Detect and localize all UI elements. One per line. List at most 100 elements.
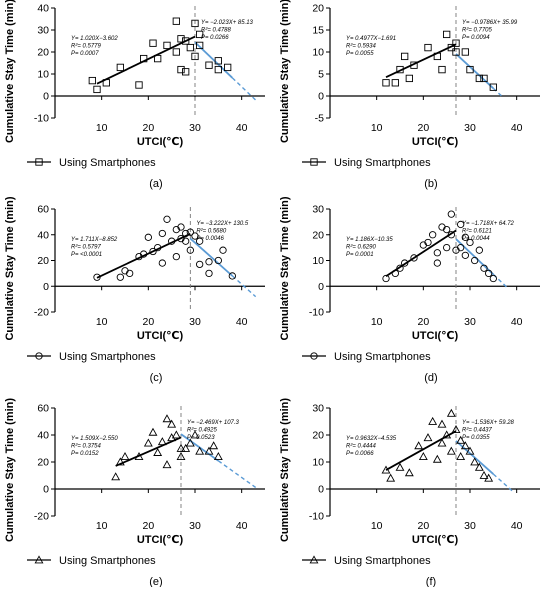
chart-panel-f: -10 0 10 20 30 10 20 30 40 Cumulative Stay Time (… — [279, 398, 540, 588]
data-point — [93, 85, 101, 94]
y-tick-label: 20 — [312, 3, 324, 15]
data-point — [433, 259, 441, 267]
data-point — [480, 264, 488, 272]
data-point — [410, 254, 418, 262]
left-fit-annotation: P= 0.0001 — [346, 252, 374, 258]
data-point — [172, 252, 180, 261]
data-point — [144, 233, 152, 241]
data-point — [172, 17, 180, 25]
left-fit-annotation: Y= 1.020X−3.602 — [71, 36, 118, 42]
x-tick-label: 40 — [236, 122, 248, 134]
y-tick-label: -10 — [34, 113, 49, 125]
chart-panel-b: -5 0 5 10 15 20 10 20 30 40 Cumulative Stay Time (… — [279, 0, 540, 190]
y-tick-label: 15 — [312, 25, 324, 37]
data-point — [195, 446, 205, 455]
data-point — [143, 438, 153, 447]
left-fit-annotation: R²= 0.5779 — [71, 44, 102, 50]
y-tick-label: 20 — [312, 430, 324, 442]
x-axis-title: UTCI(℃) — [412, 330, 459, 342]
data-point — [405, 74, 413, 83]
data-point — [424, 238, 432, 247]
data-point — [126, 269, 134, 278]
y-tick-label: 5 — [318, 69, 324, 81]
x-tick-label: 10 — [371, 316, 383, 328]
data-point — [484, 473, 494, 482]
data-point — [196, 30, 204, 39]
data-point — [186, 43, 194, 52]
y-tick-label: -10 — [309, 307, 324, 319]
right-fit-annotation: P= 0.0094 — [462, 35, 490, 41]
y-tick-label: 20 — [37, 457, 49, 469]
data-point — [186, 228, 194, 236]
x-axis-title: UTCI(℃) — [137, 330, 184, 342]
data-point — [196, 237, 204, 245]
y-tick-label: 20 — [37, 255, 49, 267]
data-point — [457, 220, 465, 229]
data-point — [185, 438, 195, 447]
x-tick-label: 10 — [371, 520, 383, 532]
data-point — [182, 37, 190, 45]
data-point — [182, 68, 190, 76]
data-point — [176, 451, 186, 460]
right-fit-annotation: Y= −2.469X+ 107.3 — [187, 420, 240, 426]
legend-label: Using Smartphones — [334, 351, 431, 363]
chart-panel-d: -10 0 10 20 30 10 20 30 40 Cumulative Stay Time (… — [279, 196, 540, 384]
y-axis-title: Cumulative Stay Time (min) — [4, 196, 16, 340]
x-axis-title: UTCI(℃) — [137, 136, 184, 148]
legend-marker-icon — [35, 352, 43, 360]
data-point — [111, 472, 121, 481]
data-point — [452, 39, 460, 47]
right-regression-extrapolation — [492, 473, 513, 492]
left-fit-annotation: P= 0.0066 — [346, 451, 374, 457]
panel-label: (a) — [149, 178, 162, 190]
data-point — [438, 65, 446, 74]
data-point — [424, 43, 432, 52]
left-fit-annotation: P= 0.0152 — [71, 451, 99, 457]
data-point — [115, 457, 125, 466]
x-tick-label: 20 — [417, 122, 429, 134]
data-point — [404, 468, 414, 477]
data-point — [224, 63, 232, 72]
data-point — [428, 416, 438, 425]
legend-label: Using Smartphones — [59, 555, 156, 567]
y-tick-label: 20 — [37, 47, 49, 59]
right-fit-annotation: P= 0.0523 — [187, 435, 215, 441]
right-regression-extrapolation — [231, 275, 257, 298]
data-point — [205, 258, 213, 266]
x-tick-label: 10 — [96, 520, 108, 532]
y-tick-label: 30 — [37, 25, 49, 37]
data-point — [162, 414, 172, 423]
data-point — [442, 430, 452, 439]
data-point — [163, 215, 171, 223]
right-regression-extrapolation — [231, 77, 257, 101]
data-point — [214, 57, 222, 65]
right-fit-annotation: Y= −2.023X+ 85.13 — [201, 20, 254, 26]
y-tick-label: -5 — [315, 113, 324, 125]
data-point — [457, 243, 465, 252]
x-tick-label: 30 — [464, 316, 476, 328]
legend-label: Using Smartphones — [334, 555, 431, 567]
y-tick-label: 40 — [37, 3, 49, 15]
data-point — [474, 462, 484, 471]
data-point — [475, 246, 483, 254]
left-fit-annotation: P= 0.0007 — [71, 51, 99, 57]
left-fit-annotation: R²= 0.5797 — [71, 245, 102, 251]
x-axis-title: UTCI(℃) — [412, 534, 459, 546]
data-point — [470, 457, 480, 466]
data-point — [410, 61, 418, 69]
data-point — [452, 48, 460, 56]
data-point — [437, 419, 447, 428]
left-fit-annotation: P= <0.0001 — [71, 252, 102, 258]
right-regression-extrapolation — [217, 460, 257, 489]
left-fit-annotation: R²= 0.3754 — [71, 444, 102, 450]
y-axis-title: Cumulative Stay Time (min) — [4, 398, 16, 542]
data-point — [177, 35, 185, 43]
right-fit-annotation: P= 0.0355 — [462, 435, 490, 441]
data-point — [177, 65, 185, 74]
x-tick-label: 30 — [189, 520, 201, 532]
legend-marker-icon — [34, 555, 44, 564]
x-tick-label: 40 — [511, 316, 523, 328]
data-point — [168, 237, 176, 245]
data-point — [214, 256, 222, 265]
data-point — [451, 424, 461, 433]
